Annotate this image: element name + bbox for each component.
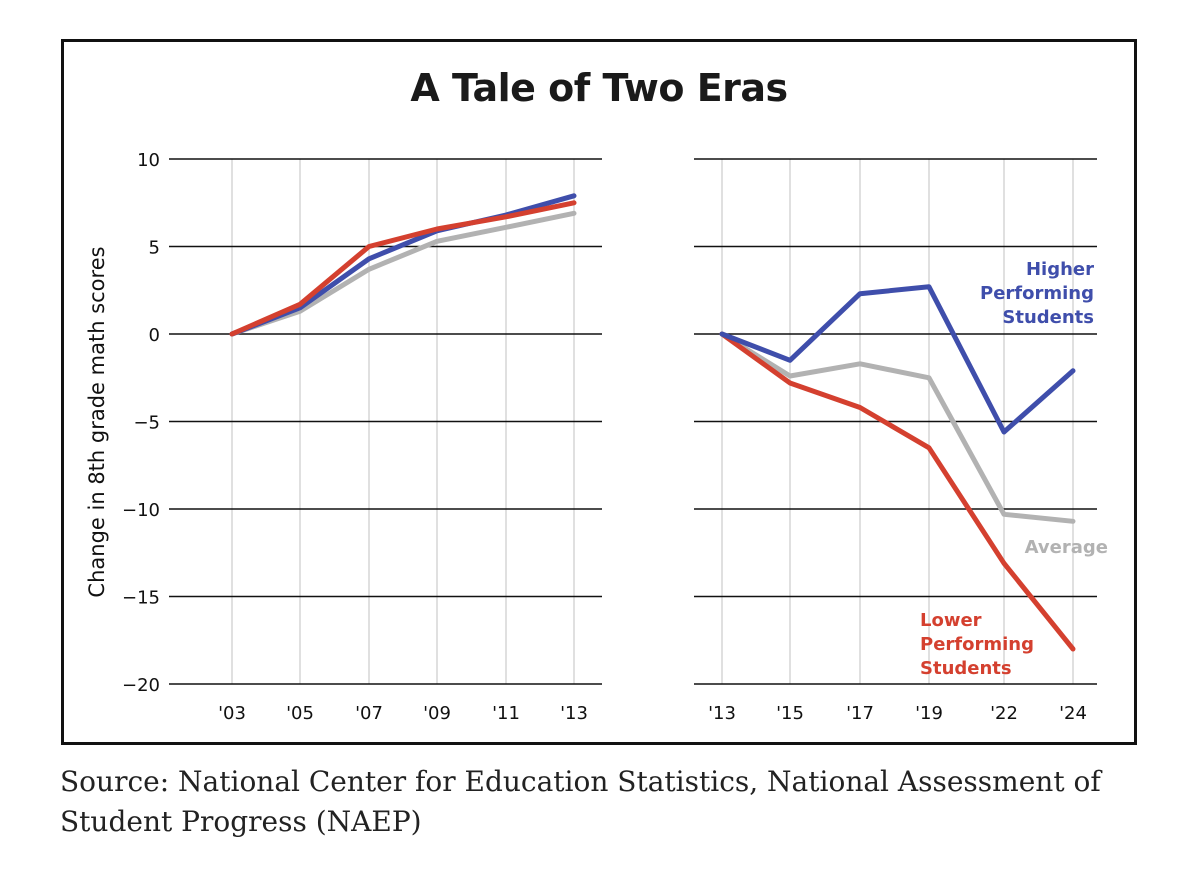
right-panel: '13 '15 '17 '19 '22 '24 Average Higher Performin… <box>694 158 1108 724</box>
x-tick-label: '19 <box>915 703 943 724</box>
series-line-red <box>719 331 1076 652</box>
series-line-gray <box>719 331 1076 524</box>
x-tick-label: '22 <box>990 703 1018 724</box>
series-line-blue <box>719 284 1076 435</box>
y-tick-label: −15 <box>122 588 160 609</box>
x-tick-label: '03 <box>218 703 246 724</box>
left-panel: '03 '05 '07 '09 '11 '13 10 5 0 −5 −10 −15 −20 <box>122 150 602 724</box>
x-tick-label: '07 <box>355 703 383 724</box>
x-tick-label: '24 <box>1059 703 1087 724</box>
series-line-gray <box>229 210 577 337</box>
y-tick-label: 5 <box>149 238 160 259</box>
chart-title: A Tale of Two Eras <box>410 66 788 110</box>
y-tick-label: 10 <box>137 150 160 171</box>
x-tick-label: '05 <box>286 703 314 724</box>
series-label-red: Lower Performing Students <box>920 610 1034 679</box>
y-tick-label: −20 <box>122 675 160 696</box>
series-line-blue <box>229 193 577 337</box>
y-axis-label: Change in 8th grade math scores <box>85 246 109 597</box>
series-label-gray: Average <box>1025 537 1108 558</box>
series-label-blue: Higher Performing Students <box>980 259 1094 328</box>
y-tick-label: −10 <box>122 500 160 521</box>
x-tick-label: '15 <box>776 703 804 724</box>
x-tick-label: '09 <box>423 703 451 724</box>
x-tick-label: '13 <box>560 703 588 724</box>
source-note: Source: National Center for Education St… <box>60 765 1101 838</box>
y-tick-label: 0 <box>149 325 160 346</box>
x-tick-label: '11 <box>492 703 520 724</box>
x-tick-label: '17 <box>846 703 874 724</box>
y-tick-label: −5 <box>133 413 160 434</box>
x-tick-label: '13 <box>708 703 736 724</box>
chart-frame: A Tale of Two Eras <box>61 39 1137 745</box>
series-line-red <box>229 200 577 337</box>
